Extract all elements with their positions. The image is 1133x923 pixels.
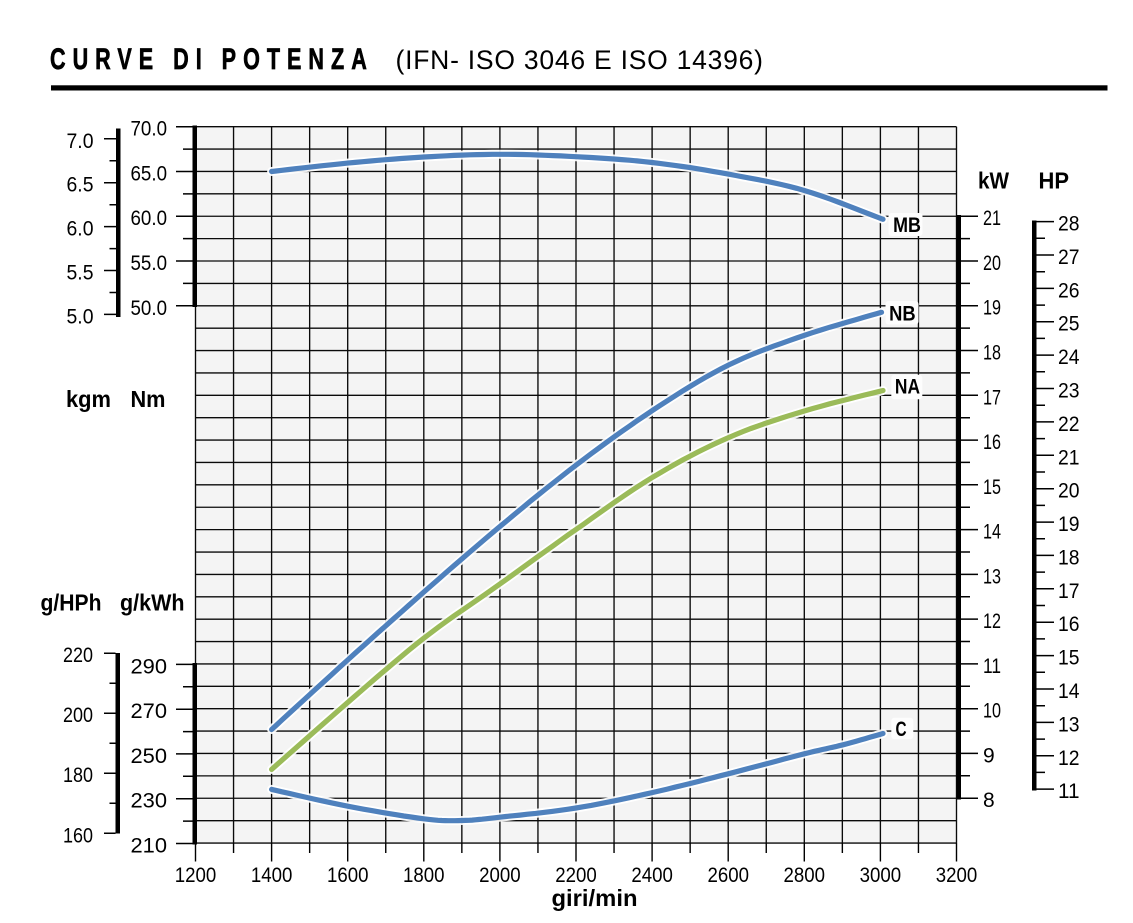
svg-text:200: 200 (63, 704, 93, 727)
svg-text:230: 230 (131, 790, 168, 813)
svg-text:CURVE DI POTENZA: CURVE DI POTENZA (50, 41, 367, 75)
svg-text:14: 14 (1058, 680, 1080, 703)
svg-text:1400: 1400 (251, 864, 293, 887)
svg-text:kW: kW (978, 168, 1009, 194)
svg-text:20: 20 (1058, 480, 1080, 503)
svg-text:15: 15 (1058, 647, 1080, 670)
svg-text:3200: 3200 (936, 864, 978, 887)
svg-text:8: 8 (983, 789, 995, 812)
svg-text:55.0: 55.0 (131, 252, 168, 275)
svg-text:2200: 2200 (555, 864, 597, 887)
svg-text:9: 9 (983, 744, 995, 767)
svg-text:50.0: 50.0 (131, 297, 168, 320)
svg-text:180: 180 (63, 764, 93, 787)
svg-text:14: 14 (983, 521, 1001, 544)
svg-text:6.0: 6.0 (67, 218, 94, 241)
svg-text:25: 25 (1058, 313, 1080, 336)
svg-text:16: 16 (1058, 613, 1080, 636)
svg-text:HP: HP (1039, 168, 1070, 194)
svg-text:26: 26 (1058, 279, 1080, 302)
svg-text:6.5: 6.5 (67, 174, 94, 197)
svg-text:290: 290 (131, 655, 168, 678)
svg-text:21: 21 (983, 207, 1001, 230)
svg-text:22: 22 (1058, 413, 1080, 436)
svg-text:19: 19 (1058, 513, 1080, 536)
svg-text:13: 13 (1058, 713, 1080, 736)
svg-text:giri/min: giri/min (552, 885, 638, 911)
svg-text:21: 21 (1058, 446, 1080, 469)
svg-text:NA: NA (895, 374, 920, 398)
svg-text:NB: NB (889, 301, 916, 325)
svg-text:Nm: Nm (131, 386, 166, 412)
svg-text:kgm: kgm (66, 386, 111, 412)
svg-text:16: 16 (983, 431, 1001, 454)
svg-text:2400: 2400 (631, 864, 673, 887)
svg-text:3000: 3000 (860, 864, 902, 887)
svg-text:65.0: 65.0 (131, 163, 168, 186)
svg-text:g/kWh: g/kWh (120, 590, 185, 616)
svg-text:12: 12 (1058, 747, 1080, 770)
svg-text:2800: 2800 (784, 864, 826, 887)
svg-text:210: 210 (131, 835, 168, 858)
svg-text:160: 160 (63, 824, 93, 847)
svg-text:11: 11 (983, 655, 1001, 678)
svg-text:7.0: 7.0 (67, 130, 94, 153)
svg-text:270: 270 (131, 700, 168, 723)
svg-text:MB: MB (893, 213, 921, 237)
svg-text:23: 23 (1058, 380, 1080, 403)
svg-text:(IFN- ISO 3046 E ISO 14396): (IFN- ISO 3046 E ISO 14396) (396, 45, 764, 75)
svg-text:13: 13 (983, 565, 1001, 588)
svg-text:5.5: 5.5 (67, 262, 94, 285)
svg-text:1600: 1600 (327, 864, 369, 887)
svg-text:11: 11 (1058, 780, 1080, 803)
svg-text:250: 250 (131, 745, 168, 768)
svg-text:60.0: 60.0 (131, 207, 168, 230)
svg-text:g/HPh: g/HPh (41, 590, 102, 616)
svg-text:17: 17 (1058, 580, 1080, 603)
svg-text:15: 15 (983, 476, 1001, 499)
svg-text:18: 18 (983, 342, 1001, 365)
svg-text:24: 24 (1058, 346, 1080, 369)
svg-text:12: 12 (983, 610, 1001, 633)
svg-text:C: C (896, 717, 907, 741)
svg-text:19: 19 (983, 297, 1001, 320)
svg-text:10: 10 (983, 700, 1001, 723)
svg-text:20: 20 (983, 252, 1001, 275)
svg-text:2600: 2600 (707, 864, 749, 887)
svg-text:1200: 1200 (175, 864, 217, 887)
svg-text:18: 18 (1058, 546, 1080, 569)
svg-text:17: 17 (983, 386, 1001, 409)
svg-text:28: 28 (1058, 213, 1080, 236)
svg-text:70.0: 70.0 (131, 118, 168, 141)
svg-text:2000: 2000 (479, 864, 521, 887)
svg-text:220: 220 (63, 644, 93, 667)
svg-text:5.0: 5.0 (67, 305, 94, 328)
svg-text:27: 27 (1058, 246, 1080, 269)
svg-text:1800: 1800 (403, 864, 445, 887)
